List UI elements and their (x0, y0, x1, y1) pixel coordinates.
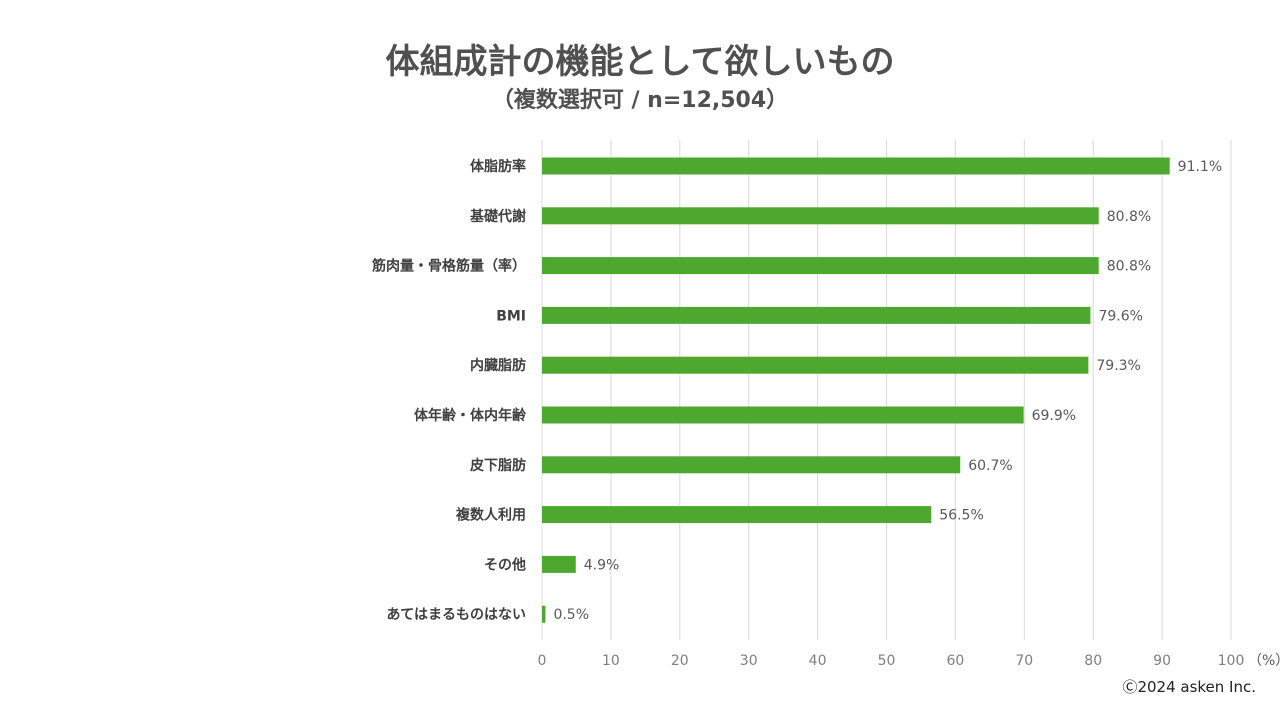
x-axis-ticks: 0 10 20 30 40 50 60 70 80 90 100 (538, 653, 1245, 669)
category-label: BMI (496, 308, 526, 324)
bar (542, 506, 932, 524)
bar (542, 157, 1170, 175)
bars (542, 157, 1170, 623)
value-labels: 91.1% 80.8% 80.8% 79.6% 79.3% 69.9% 60.7% 56.5%… (553, 159, 1222, 623)
bar (542, 456, 961, 474)
category-label: 体年齢・体内年齢 (414, 407, 527, 424)
category-label: その他 (484, 556, 526, 573)
x-tick-label: 30 (740, 653, 758, 669)
value-label: 69.9% (1032, 408, 1076, 424)
x-tick-label: 100 (1218, 653, 1245, 669)
category-label: あてはまるものはない (387, 607, 526, 623)
x-tick-label: 40 (809, 653, 827, 669)
x-axis-unit: （%） (1248, 653, 1280, 669)
value-label: 80.8% (1107, 209, 1151, 225)
bar (542, 207, 1099, 225)
bar (542, 605, 546, 623)
value-label: 91.1% (1178, 159, 1222, 175)
x-tick-label: 20 (671, 653, 689, 669)
value-label: 4.9% (584, 557, 620, 573)
category-label: 複数人利用 (455, 507, 526, 524)
value-label: 80.8% (1107, 259, 1151, 275)
value-label: 56.5% (939, 508, 983, 524)
category-label: 内臓脂肪 (470, 357, 526, 374)
bar (542, 356, 1089, 374)
bar (542, 555, 576, 573)
bar (542, 406, 1024, 424)
copyright-text: Ⓒ2024 asken Inc. (1122, 678, 1256, 696)
bar (542, 306, 1091, 324)
category-label: 体脂肪率 (470, 158, 526, 175)
value-label: 79.3% (1096, 358, 1140, 374)
category-label: 皮下脂肪 (469, 457, 526, 474)
category-label: 基礎代謝 (470, 208, 526, 225)
chart-subtitle: （複数選択可 / n=12,504） (491, 88, 789, 113)
value-label: 79.6% (1098, 308, 1142, 324)
x-tick-label: 70 (1015, 653, 1033, 669)
x-tick-label: 50 (878, 653, 896, 669)
x-tick-label: 0 (538, 653, 547, 669)
category-label: 筋肉量・骨格筋量（率） (372, 258, 526, 275)
bar (542, 257, 1099, 275)
chart-title: 体組成計の機能として欲しいもの (385, 42, 895, 82)
value-label: 60.7% (968, 458, 1012, 474)
x-tick-label: 80 (1084, 653, 1102, 669)
x-tick-label: 90 (1153, 653, 1171, 669)
value-label: 0.5% (553, 607, 589, 623)
x-tick-label: 60 (946, 653, 964, 669)
x-tick-label: 10 (602, 653, 620, 669)
